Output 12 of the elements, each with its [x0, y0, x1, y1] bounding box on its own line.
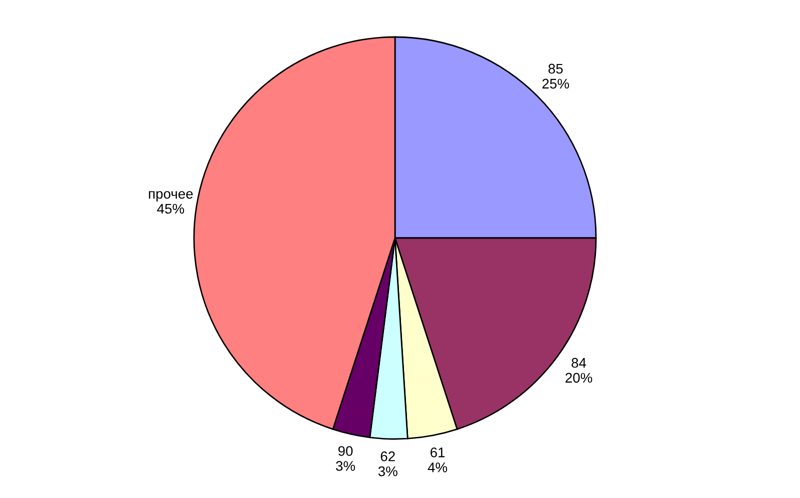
slice-label: 61 [430, 448, 445, 458]
slice-label: 85 [548, 64, 563, 74]
data-label: 4% [428, 462, 448, 472]
slice-label: 90 [338, 446, 353, 456]
data-label: 20% [566, 372, 592, 383]
slice-label: 62 [380, 451, 395, 462]
data-label: 3% [378, 466, 398, 476]
data-label: 3% [336, 461, 355, 471]
slice-label: 84 [572, 358, 586, 368]
slice-label: прочее [148, 191, 193, 202]
data-label: 45% [157, 204, 184, 214]
data-label: 25% [542, 78, 570, 89]
